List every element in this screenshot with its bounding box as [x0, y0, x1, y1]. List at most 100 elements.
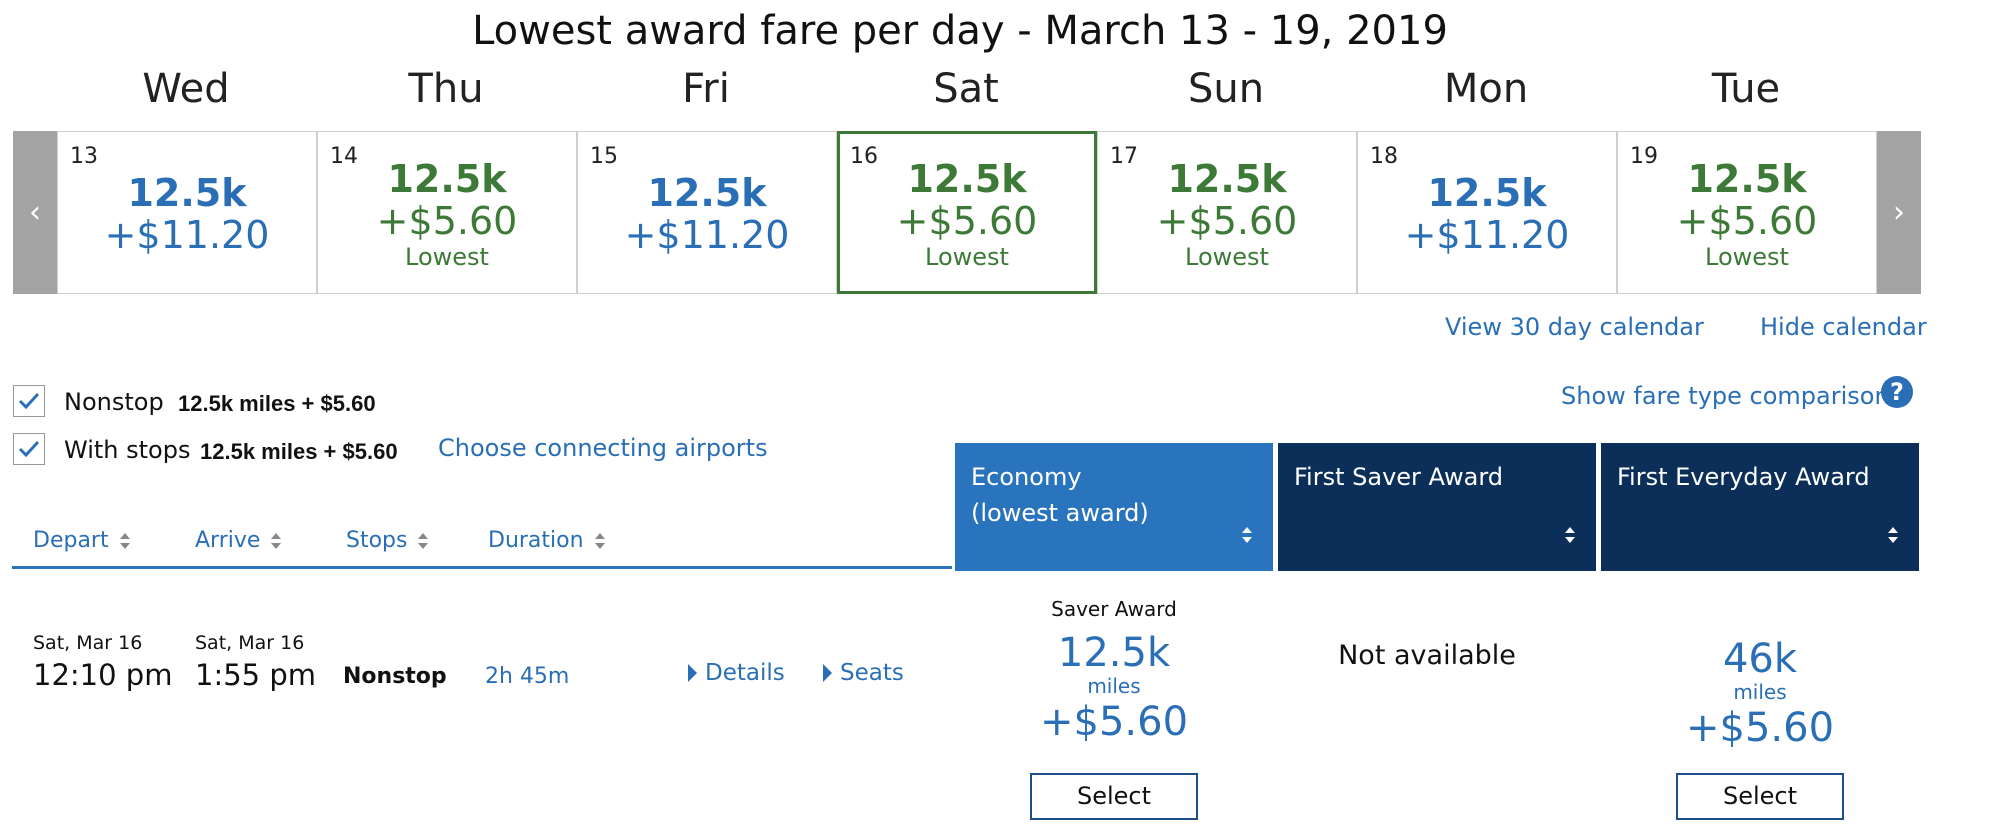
fare-miles: 46k — [1722, 636, 1798, 682]
seats-link[interactable]: Seats — [823, 660, 904, 686]
fare-miles-unit: miles — [1087, 674, 1141, 698]
caret-right-icon — [688, 664, 697, 682]
nonstop-fare-value: 12.5k miles + $5.60 — [178, 391, 376, 416]
day-number: 16 — [850, 144, 878, 169]
fare-type-label: Saver Award — [1051, 597, 1177, 621]
day-number: 19 — [1630, 144, 1658, 169]
caret-right-icon — [823, 664, 832, 682]
next-week-button[interactable]: › — [1877, 131, 1921, 294]
page-title: Lowest award fare per day - March 13 - 1… — [472, 8, 1448, 54]
sort-icon — [1888, 527, 1898, 543]
day-miles: 12.5k — [1167, 157, 1287, 201]
stops-value: Nonstop — [343, 664, 447, 689]
calendar-day-19[interactable]: 19 12.5k +$5.60 Lowest — [1617, 131, 1877, 294]
day-miles: 12.5k — [647, 171, 767, 215]
column-subtitle: (lowest award) — [971, 499, 1149, 527]
with-stops-fare-value: 12.5k miles + $5.60 — [200, 439, 398, 464]
day-miles: 12.5k — [907, 157, 1027, 201]
day-miles: 12.5k — [1687, 157, 1807, 201]
seats-label: Seats — [840, 660, 904, 686]
sort-icon — [594, 532, 605, 549]
first-everyday-column-header[interactable]: First Everyday Award — [1601, 443, 1919, 571]
chevron-right-icon: › — [1893, 194, 1905, 230]
nonstop-label: Nonstop — [64, 388, 164, 416]
depart-date: Sat, Mar 16 — [33, 632, 143, 654]
column-title: Economy — [971, 463, 1082, 491]
dayname-thu: Thu — [408, 66, 484, 112]
sort-duration-label: Duration — [488, 528, 584, 553]
economy-column-header[interactable]: Economy (lowest award) — [955, 443, 1273, 571]
calendar-day-17[interactable]: 17 12.5k +$5.60 Lowest — [1097, 131, 1357, 294]
sort-icon — [1242, 527, 1252, 543]
hide-calendar-link[interactable]: Hide calendar — [1760, 313, 1927, 341]
day-number: 13 — [70, 144, 98, 169]
day-number: 14 — [330, 144, 358, 169]
sort-icon — [418, 532, 429, 549]
calendar-day-13[interactable]: 13 12.5k +$11.20 — [57, 131, 317, 294]
sort-arrive[interactable]: Arrive — [195, 528, 282, 553]
day-price: +$11.20 — [624, 213, 790, 257]
choose-connecting-airports-link[interactable]: Choose connecting airports — [438, 434, 768, 462]
details-label: Details — [705, 660, 785, 686]
help-icon[interactable]: ? — [1881, 376, 1913, 408]
chevron-left-icon: ‹ — [29, 194, 41, 230]
day-number: 18 — [1370, 144, 1398, 169]
sort-depart-label: Depart — [33, 528, 109, 553]
economy-select-button[interactable]: Select — [1030, 773, 1198, 820]
with-stops-checkbox[interactable] — [13, 433, 45, 465]
lowest-label: Lowest — [925, 243, 1009, 271]
sort-header-underline — [12, 566, 952, 569]
lowest-label: Lowest — [405, 243, 489, 271]
dayname-tue: Tue — [1711, 66, 1781, 112]
view-30-day-calendar-link[interactable]: View 30 day calendar — [1445, 313, 1704, 341]
calendar-day-16-selected[interactable]: 16 12.5k +$5.60 Lowest — [837, 131, 1097, 294]
day-miles: 12.5k — [387, 157, 507, 201]
day-number: 17 — [1110, 144, 1138, 169]
sort-depart[interactable]: Depart — [33, 528, 131, 553]
calendar-day-15[interactable]: 15 12.5k +$11.20 — [577, 131, 837, 294]
checkmark-icon — [18, 440, 40, 458]
day-miles: 12.5k — [127, 171, 247, 215]
first-everyday-fare: 46k miles +$5.60 — [1601, 637, 1919, 753]
economy-fare: Saver Award 12.5k miles +$5.60 — [955, 597, 1273, 747]
prev-week-button[interactable]: ‹ — [13, 131, 57, 294]
fare-price: +$5.60 — [1039, 699, 1189, 745]
day-price: +$5.60 — [1156, 199, 1298, 243]
first-saver-not-available: Not available — [1338, 640, 1516, 671]
dayname-wed: Wed — [142, 66, 230, 112]
day-number: 15 — [590, 144, 618, 169]
fare-miles: 12.5k — [1057, 630, 1171, 676]
day-price: +$5.60 — [376, 199, 518, 243]
sort-duration[interactable]: Duration — [488, 528, 606, 553]
dayname-sat: Sat — [933, 66, 999, 112]
checkmark-icon — [18, 392, 40, 410]
lowest-label: Lowest — [1185, 243, 1269, 271]
column-title: First Everyday Award — [1617, 463, 1870, 491]
day-miles: 12.5k — [1427, 171, 1547, 215]
column-title: First Saver Award — [1294, 463, 1504, 491]
arrive-time: 1:55 pm — [195, 658, 316, 692]
duration-value: 2h 45m — [485, 664, 570, 689]
details-link[interactable]: Details — [688, 660, 785, 686]
calendar-day-14[interactable]: 14 12.5k +$5.60 Lowest — [317, 131, 577, 294]
calendar-day-18[interactable]: 18 12.5k +$11.20 — [1357, 131, 1617, 294]
sort-icon — [119, 532, 130, 549]
show-fare-type-comparison-link[interactable]: Show fare type comparison — [1561, 382, 1890, 410]
sort-stops[interactable]: Stops — [346, 528, 429, 553]
sort-arrive-label: Arrive — [195, 528, 261, 553]
day-price: +$5.60 — [896, 199, 1038, 243]
day-price: +$11.20 — [104, 213, 270, 257]
with-stops-label: With stops — [64, 436, 191, 464]
first-everyday-select-button[interactable]: Select — [1676, 773, 1844, 820]
arrive-date: Sat, Mar 16 — [195, 632, 305, 654]
dayname-sun: Sun — [1187, 66, 1265, 112]
first-saver-column-header[interactable]: First Saver Award — [1278, 443, 1596, 571]
dayname-fri: Fri — [682, 66, 730, 112]
lowest-label: Lowest — [1705, 243, 1789, 271]
day-price: +$5.60 — [1676, 199, 1818, 243]
dayname-mon: Mon — [1443, 66, 1529, 112]
nonstop-checkbox[interactable] — [13, 385, 45, 417]
fare-price: +$5.60 — [1685, 705, 1835, 751]
sort-stops-label: Stops — [346, 528, 408, 553]
depart-time: 12:10 pm — [33, 658, 173, 692]
